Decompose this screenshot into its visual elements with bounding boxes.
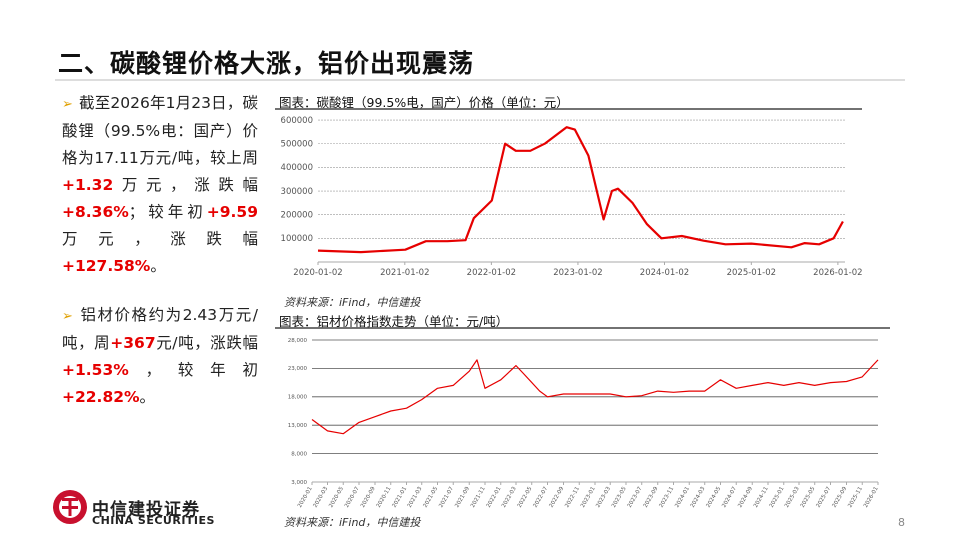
bullet-text: 万元，涨跌幅 (62, 230, 258, 248)
bullet-text: +22.82% (62, 388, 140, 406)
x-tick-label: 2024-01-02 (640, 268, 689, 278)
x-tick-label: 2020-01 (297, 486, 314, 509)
bullet-marker: ➢ (62, 309, 73, 324)
source: 资料来源：iFind，中信建投 (284, 296, 421, 309)
x-tick-label: 2021-01 (392, 486, 409, 509)
y-tick-label: 500000 (281, 140, 313, 150)
bullet-text: +1.32 (62, 176, 114, 194)
x-tick-label: 2023-05 (611, 486, 628, 509)
y-tick-label: 300000 (281, 187, 313, 197)
x-tick-label: 2021-05 (423, 486, 440, 509)
x-tick-label: 2026-01 (863, 486, 880, 509)
x-tick-label: 2022-07 (533, 486, 550, 509)
x-tick-label: 2020-05 (328, 486, 345, 509)
bullet-text: 万元，涨跌幅 (113, 176, 258, 194)
x-tick-label: 2020-11 (376, 486, 393, 509)
x-tick-label: 2023-09 (643, 486, 660, 509)
bullet-text: 。 (139, 388, 156, 406)
bullet-list: ➢ 截至2026年1月23日，碳酸锂（99.5%电：国产）价格为17.11万元/吨… (62, 90, 258, 427)
bullet: ➢ 铝材价格约为2.43万元/吨，周+367元/吨，涨跌幅 +1.53%，较年初 +2… (62, 302, 258, 411)
chart-title: 图表：碳酸锂（99.5%电，国产）价格（单位：元） (279, 95, 569, 110)
bullet-text: 截至2026年1月23日，碳酸锂（99.5%电：国产）价格为17.11万元/吨，… (62, 94, 258, 167)
x-tick-label: 2021-03 (407, 486, 424, 509)
x-tick-label: 2020-03 (313, 486, 330, 509)
logo-english: CHINA SECURITIES (92, 514, 215, 527)
x-tick-label: 2020-09 (360, 486, 377, 509)
x-tick-label: 2025-09 (832, 486, 849, 509)
bullet-text: +1.53% (62, 361, 129, 379)
x-tick-label: 2024-09 (737, 486, 754, 509)
y-tick-label: 400000 (281, 163, 313, 173)
x-tick-label: 2022-09 (549, 486, 566, 509)
series-line (317, 126, 844, 254)
bullet-text: +367 (110, 334, 156, 352)
x-tick-label: 2025-01 (769, 486, 786, 509)
x-tick-label: 2025-01-02 (727, 268, 776, 278)
x-tick-label: 2025-07 (816, 486, 833, 509)
page-number: 8 (898, 516, 905, 529)
x-tick-label: 2023-01 (580, 486, 597, 509)
x-tick-label: 2022-03 (501, 486, 518, 509)
bullet: ➢ 截至2026年1月23日，碳酸锂（99.5%电：国产）价格为17.11万元/吨… (62, 90, 258, 280)
x-tick-label: 2020-01-02 (293, 268, 342, 278)
source: 资料来源：iFind，中信建投 (284, 516, 421, 529)
y-tick-label: 100000 (281, 234, 313, 244)
x-tick-label: 2025-03 (784, 486, 801, 509)
x-tick-label: 2021-07 (438, 486, 455, 509)
bullet-text: +8.36% (62, 203, 129, 221)
bullet-text: 元/吨，涨跌幅 (155, 334, 258, 352)
y-tick-label: 23,000 (288, 366, 308, 372)
bullet-text: +127.58% (62, 257, 151, 275)
x-tick-label: 2024-05 (706, 486, 723, 509)
x-tick-label: 2024-07 (721, 486, 738, 509)
bullet-text: 。 (150, 257, 166, 275)
x-tick-label: 2021-01-02 (380, 268, 429, 278)
y-tick-label: 200000 (281, 211, 313, 221)
slide-title: 二、碳酸锂价格大涨，铝价出现震荡 (58, 49, 475, 78)
x-tick-label: 2024-01 (674, 486, 691, 509)
x-tick-label: 2023-07 (627, 486, 644, 509)
x-tick-label: 2022-05 (517, 486, 534, 509)
x-tick-label: 2021-11 (470, 486, 487, 509)
series-line (311, 359, 879, 435)
x-tick-label: 2023-11 (659, 486, 676, 509)
x-tick-label: 2021-09 (454, 486, 471, 509)
y-tick-label: 18,000 (288, 395, 308, 401)
x-tick-label: 2023-01-02 (553, 268, 602, 278)
x-tick-label: 2024-03 (690, 486, 707, 509)
chart-title: 图表：铝材价格指数走势（单位：元/吨） (279, 314, 509, 329)
logo-name: 中信建投证券 (92, 500, 200, 520)
x-tick-label: 2025-11 (847, 486, 864, 509)
x-tick-label: 2023-03 (595, 486, 612, 509)
bullet-text: +9.59 (206, 203, 258, 221)
x-tick-label: 2026-01-02 (813, 268, 862, 278)
x-tick-label: 2022-01 (486, 486, 503, 509)
bullet-text: ；较年初 (128, 203, 207, 221)
bullet-text: 铝材价格约为2.43万元/吨，周 (62, 306, 258, 352)
logo-icon (53, 490, 87, 524)
bullet-text: ，较年初 (128, 361, 258, 379)
bullet-marker: ➢ (62, 97, 73, 112)
y-tick-label: 8,000 (291, 451, 307, 457)
y-tick-label: 28,000 (288, 338, 308, 344)
x-tick-label: 2025-05 (800, 486, 817, 509)
x-tick-label: 2024-11 (753, 486, 770, 509)
y-tick-label: 13,000 (288, 423, 308, 429)
x-tick-label: 2020-07 (344, 486, 361, 509)
y-tick-label: 600000 (281, 116, 313, 126)
x-tick-label: 2022-01-02 (467, 268, 516, 278)
y-tick-label: 3,000 (291, 480, 307, 486)
x-tick-label: 2022-11 (564, 486, 581, 509)
